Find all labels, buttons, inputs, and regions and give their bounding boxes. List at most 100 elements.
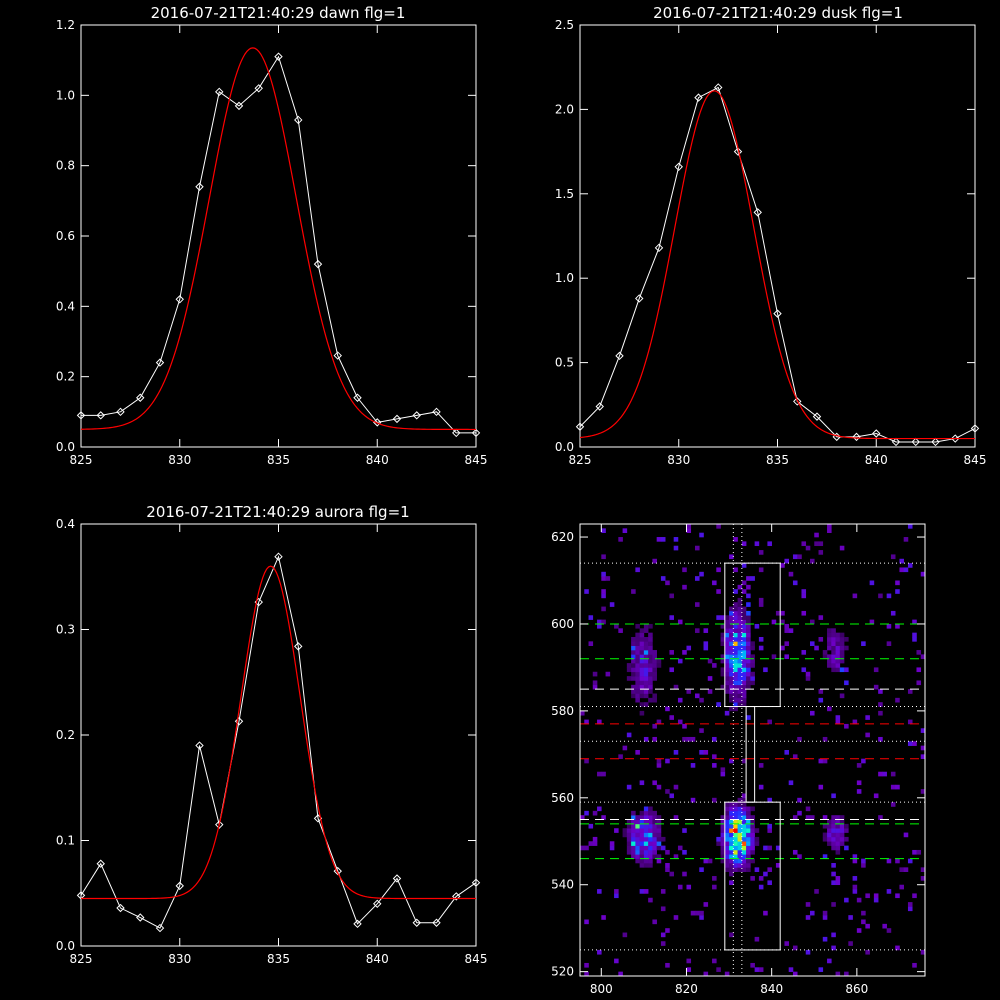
heatmap-cell bbox=[656, 815, 662, 820]
heatmap-cell bbox=[648, 832, 653, 838]
heatmap-cell bbox=[895, 858, 900, 864]
heatmap-cell bbox=[746, 632, 751, 638]
dusk-data-point bbox=[891, 437, 901, 447]
heatmap-cell bbox=[601, 915, 606, 920]
heatmap-cell bbox=[767, 845, 772, 851]
heatmap-cell bbox=[746, 845, 751, 851]
heatmap-y-tick-label: 620 bbox=[551, 530, 574, 544]
heatmap-cell bbox=[750, 823, 755, 829]
heatmap-cell bbox=[677, 719, 683, 725]
heatmap-cell bbox=[767, 797, 772, 803]
heatmap-cell bbox=[652, 654, 657, 660]
heatmap-cell bbox=[767, 719, 772, 725]
heatmap-cell bbox=[741, 819, 747, 825]
heatmap-cell bbox=[737, 815, 743, 820]
aurora-data-point bbox=[412, 918, 421, 927]
heatmap-cell bbox=[669, 871, 674, 877]
heatmap-cell bbox=[733, 867, 738, 872]
heatmap-cell bbox=[784, 623, 789, 629]
heatmap-cell bbox=[733, 623, 738, 629]
heatmap-cell bbox=[720, 615, 726, 620]
heatmap-cell bbox=[652, 819, 657, 825]
heatmap-cell bbox=[592, 684, 598, 690]
heatmap-cell bbox=[792, 849, 798, 855]
dusk-y-tick-label: 2.0 bbox=[555, 102, 574, 116]
heatmap-cell bbox=[643, 628, 649, 633]
heatmap-cell bbox=[673, 684, 679, 690]
heatmap-y-tick-label: 520 bbox=[551, 965, 574, 979]
heatmap-cell bbox=[639, 641, 645, 646]
aurora-data-point bbox=[195, 741, 204, 750]
heatmap-cell bbox=[639, 819, 645, 825]
heatmap-cell bbox=[635, 641, 640, 646]
heatmap-cell bbox=[839, 693, 845, 699]
heatmap-cell bbox=[780, 645, 785, 651]
heatmap-cell bbox=[827, 637, 832, 642]
heatmap-cell bbox=[720, 684, 726, 690]
heatmap-cell bbox=[741, 580, 747, 586]
heatmap-cell bbox=[835, 645, 841, 651]
heatmap-cell bbox=[895, 589, 900, 594]
heatmap-cell bbox=[724, 802, 730, 807]
dusk-data-point bbox=[595, 402, 604, 411]
heatmap-cell bbox=[635, 819, 640, 825]
heatmap-cell bbox=[639, 676, 645, 681]
heatmap-cell bbox=[810, 558, 815, 564]
heatmap-cell bbox=[631, 641, 636, 646]
heatmap-y-tick-label: 600 bbox=[551, 617, 574, 631]
dusk-data-point bbox=[753, 208, 762, 217]
heatmap-cells bbox=[580, 524, 926, 977]
heatmap-cell bbox=[852, 889, 858, 894]
heatmap-cell bbox=[746, 576, 751, 581]
heatmap-cell bbox=[635, 845, 640, 851]
heatmap-cell bbox=[856, 763, 862, 768]
heatmap-cell bbox=[835, 637, 841, 642]
heatmap-cell bbox=[831, 667, 836, 673]
heatmap-cell bbox=[643, 849, 649, 855]
heatmap-cell bbox=[631, 663, 636, 668]
heatmap-cell bbox=[677, 697, 683, 703]
aurora-data-point bbox=[392, 874, 402, 883]
heatmap-cell bbox=[648, 663, 653, 668]
heatmap-cell bbox=[639, 650, 645, 655]
heatmap-cell bbox=[635, 832, 640, 838]
heatmap-cell bbox=[784, 654, 789, 660]
heatmap-cell bbox=[729, 706, 734, 712]
heatmap-cell bbox=[822, 650, 828, 655]
heatmap-cell bbox=[767, 880, 772, 886]
heatmap-cell bbox=[695, 545, 700, 551]
heatmap-cell bbox=[592, 671, 598, 677]
heatmap-cell bbox=[886, 928, 892, 933]
aurora-plot-frame bbox=[80, 523, 477, 947]
heatmap-cell bbox=[741, 637, 747, 642]
heatmap-cell bbox=[839, 654, 845, 660]
heatmap-cell bbox=[856, 897, 862, 903]
heatmap-cell bbox=[720, 828, 726, 833]
heatmap-cell bbox=[618, 628, 623, 633]
heatmap-cell bbox=[584, 971, 589, 977]
dawn-chart: 2016-07-21T21:40:29 dawn flg=1 825 830 835… bbox=[56, 4, 488, 467]
heatmap-cell bbox=[682, 871, 687, 877]
heatmap-cell bbox=[643, 889, 649, 894]
heatmap-cell bbox=[729, 858, 734, 864]
heatmap-cell bbox=[746, 836, 751, 842]
heatmap-cell bbox=[831, 836, 836, 842]
heatmap-cell bbox=[729, 689, 734, 694]
heatmap-cell bbox=[729, 623, 734, 629]
heatmap-cell bbox=[652, 828, 657, 833]
heatmap-cell bbox=[750, 841, 755, 846]
heatmap-cell bbox=[729, 845, 734, 851]
heatmap-cell bbox=[827, 528, 832, 533]
heatmap-cell bbox=[861, 910, 866, 916]
heatmap-cell bbox=[784, 641, 789, 646]
heatmap-overlays bbox=[580, 524, 925, 976]
dawn-x-tick-label: 835 bbox=[267, 453, 290, 467]
heatmap-cell bbox=[724, 854, 730, 859]
heatmap-cell bbox=[648, 819, 653, 825]
heatmap-cell bbox=[724, 650, 730, 655]
heatmap-cell bbox=[741, 693, 747, 699]
heatmap-cell bbox=[801, 650, 807, 655]
heatmap-cell bbox=[741, 758, 747, 764]
heatmap-cell bbox=[831, 637, 836, 642]
heatmap-cell bbox=[635, 750, 640, 755]
